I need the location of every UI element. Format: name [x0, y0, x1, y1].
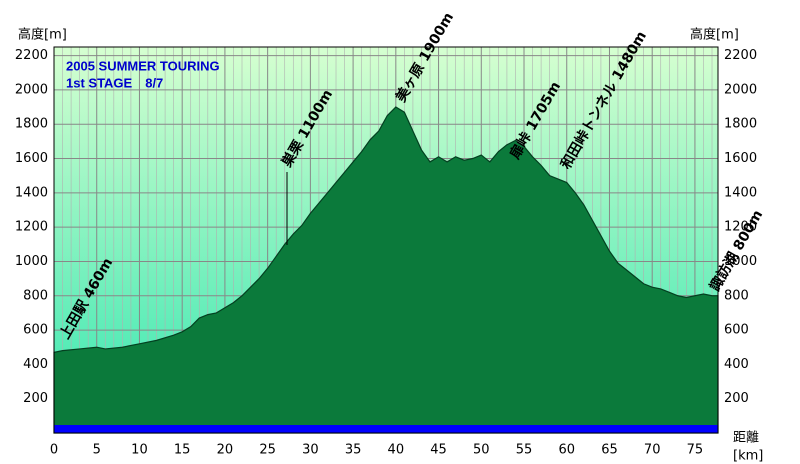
x-tick-label: 60 — [558, 443, 575, 458]
x-tick-label: 10 — [131, 443, 148, 458]
x-tick-label: 5 — [93, 443, 101, 458]
x-tick-label: 35 — [345, 443, 362, 458]
y2-axis-label: 高度[m] — [690, 27, 739, 43]
y2-tick-label: 400 — [724, 357, 749, 372]
x-tick-label: 40 — [388, 443, 405, 458]
y-tick-label: 1200 — [15, 220, 48, 235]
y-tick-label: 200 — [23, 391, 48, 406]
x-axis-unit: [km] — [733, 449, 763, 464]
y-tick-label: 1400 — [15, 185, 48, 200]
y2-tick-label: 1000 — [724, 254, 757, 269]
x-tick-label: 75 — [687, 443, 704, 458]
x-tick-label: 45 — [430, 443, 447, 458]
x-tick-label: 25 — [259, 443, 276, 458]
y-tick-label: 800 — [23, 288, 48, 303]
x-tick-label: 15 — [174, 443, 191, 458]
y-tick-label: 600 — [23, 323, 48, 338]
x-tick-label: 65 — [601, 443, 618, 458]
elevation-area — [53, 106, 719, 434]
x-tick-label: 0 — [50, 443, 58, 458]
y2-tick-label: 1800 — [724, 117, 757, 132]
chart-subtitle: 1st STAGE 8/7 — [66, 75, 163, 90]
y2-tick-label: 2000 — [724, 82, 757, 97]
y2-tick-label: 1400 — [724, 185, 757, 200]
x-axis-label: 距離 — [733, 431, 759, 446]
x-tick-label: 50 — [473, 443, 490, 458]
plot-frame — [53, 46, 719, 434]
y2-tick-label: 1200 — [724, 220, 757, 235]
y-axis-label: 高度[m] — [18, 27, 67, 43]
y-tick-label: 2000 — [15, 82, 48, 97]
y2-tick-label: 600 — [724, 323, 749, 338]
y-tick-label: 1000 — [15, 254, 48, 269]
chart-title: 2005 SUMMER TOURING — [66, 58, 220, 73]
x-tick-label: 20 — [217, 443, 234, 458]
y-tick-label: 2200 — [15, 48, 48, 63]
y2-tick-label: 2200 — [724, 48, 757, 63]
base-band — [54, 425, 718, 433]
y2-tick-label: 800 — [724, 288, 749, 303]
y2-tick-label: 1600 — [724, 151, 757, 166]
x-tick-label: 30 — [302, 443, 319, 458]
y2-tick-label: 200 — [724, 391, 749, 406]
x-tick-label: 70 — [644, 443, 661, 458]
x-tick-label: 55 — [516, 443, 533, 458]
y-tick-label: 400 — [23, 357, 48, 372]
y-tick-label: 1600 — [15, 151, 48, 166]
y-tick-label: 1800 — [15, 117, 48, 132]
